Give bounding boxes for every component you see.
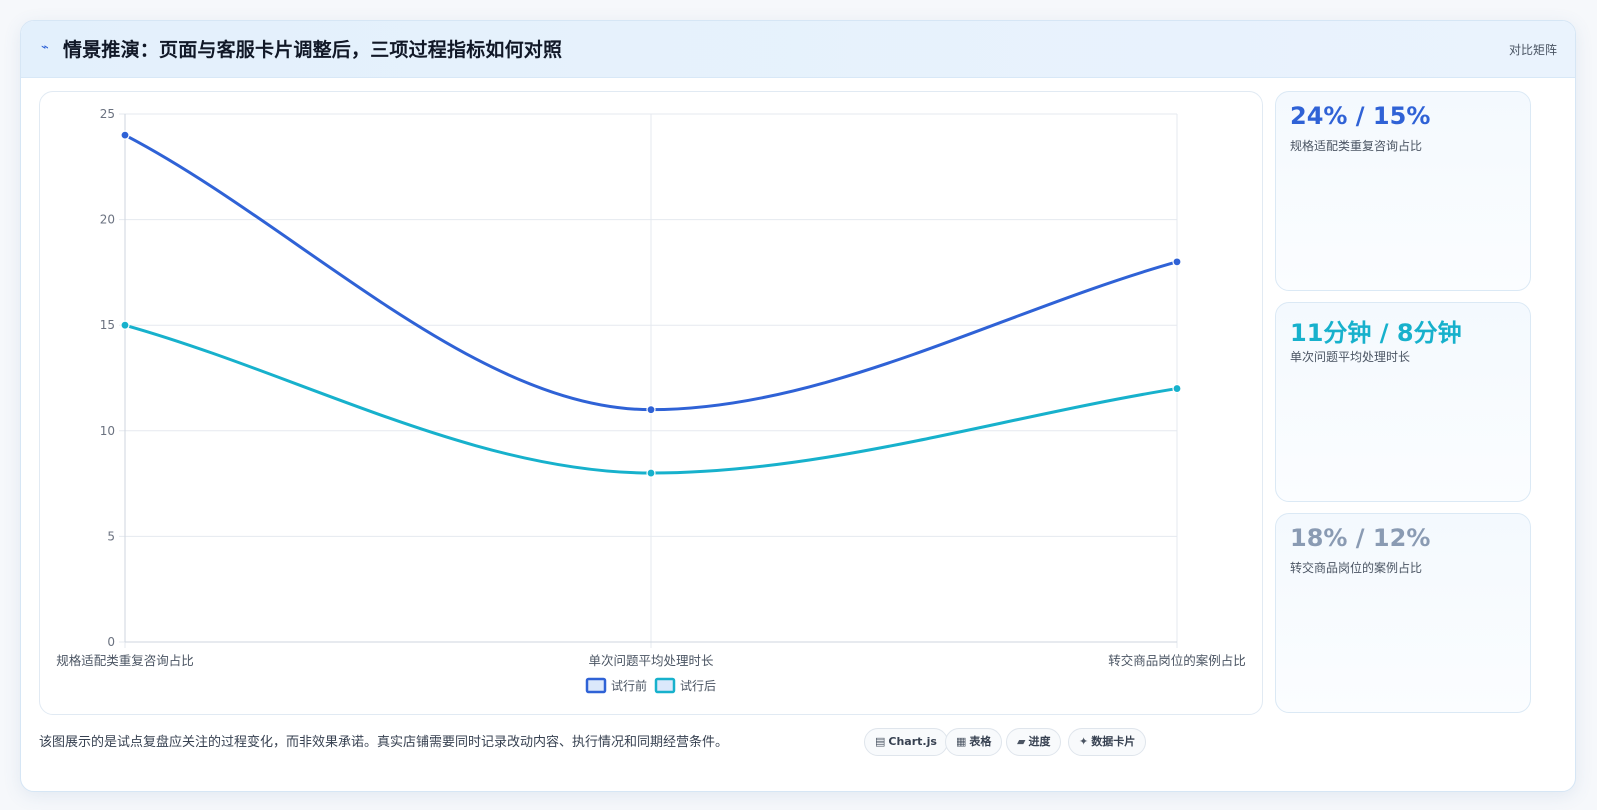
legend-swatch bbox=[585, 677, 607, 694]
pill-progress[interactable]: ▰ 进度 bbox=[1006, 728, 1062, 756]
pill-table[interactable]: ▦ 表格 bbox=[945, 728, 1003, 756]
stat-value: 24% / 15% bbox=[1290, 102, 1431, 130]
pill-chartjs[interactable]: ▤ Chart.js bbox=[864, 728, 948, 756]
chart-container: 0 5 10 15 20 25 规格适配类重复咨询占比 单次问题平均处理时长 转交商品岗位的案例… bbox=[39, 91, 1263, 715]
stat-card-transfer-rate: 18% / 12% 转交商品岗位的案例占比 bbox=[1275, 513, 1531, 713]
y-tick-label: 5 bbox=[107, 529, 115, 543]
pill-label: 进度 bbox=[1028, 735, 1051, 748]
pill-label: 数据卡片 bbox=[1091, 735, 1136, 748]
table-icon: ▦ bbox=[956, 735, 967, 748]
y-tick-label: 10 bbox=[100, 424, 115, 438]
stat-label: 转交商品岗位的案例占比 bbox=[1290, 561, 1423, 575]
stat-label: 规格适配类重复咨询占比 bbox=[1290, 139, 1423, 153]
x-category-label: 转交商品岗位的案例占比 bbox=[1108, 653, 1246, 668]
data-point bbox=[646, 405, 656, 415]
page-title: 情景推演：页面与客服卡片调整后，三项过程指标如何对照 bbox=[63, 39, 563, 61]
chart-icon: ▤ bbox=[875, 735, 886, 748]
footer-note: 该图展示的是试点复盘应关注的过程变化，而非效果承诺。真实店铺需要同时记录改动内容… bbox=[39, 735, 729, 750]
x-category-label: 单次问题平均处理时长 bbox=[588, 653, 714, 668]
stat-label: 单次问题平均处理时长 bbox=[1290, 350, 1411, 364]
data-point bbox=[1172, 383, 1182, 394]
line-chart: 0 5 10 15 20 25 规格适配类重复咨询占比 单次问题平均处理时长 转交商品岗位的案例… bbox=[56, 107, 1246, 694]
data-point bbox=[120, 130, 130, 140]
stat-card-handle-time: 11分钟 / 8分钟 单次问题平均处理时长 bbox=[1275, 302, 1531, 502]
main-panel: ⌁ 情景推演：页面与客服卡片调整后，三项过程指标如何对照 对比矩阵 0 5 10 15… bbox=[20, 20, 1576, 792]
pill-label: 表格 bbox=[969, 735, 992, 748]
data-point bbox=[1172, 257, 1182, 267]
x-category-label: 规格适配类重复咨询占比 bbox=[56, 653, 194, 668]
header-bar: ⌁ 情景推演：页面与客服卡片调整后，三项过程指标如何对照 对比矩阵 bbox=[21, 21, 1575, 78]
y-tick-label: 25 bbox=[100, 107, 115, 121]
legend-label: 试行前 bbox=[611, 678, 647, 693]
y-tick-label: 20 bbox=[100, 213, 115, 227]
stat-value: 11分钟 / 8分钟 bbox=[1290, 319, 1462, 347]
compare-matrix-link[interactable]: 对比矩阵 bbox=[1508, 43, 1557, 57]
progress-icon: ▰ bbox=[1017, 735, 1026, 748]
y-tick-label: 15 bbox=[100, 318, 115, 332]
stat-value: 18% / 12% bbox=[1290, 524, 1431, 552]
pill-label: Chart.js bbox=[888, 735, 937, 748]
pill-data-card[interactable]: ✦ 数据卡片 bbox=[1068, 728, 1147, 756]
legend-label: 试行后 bbox=[680, 678, 716, 693]
stat-card-repeat-inquiry: 24% / 15% 规格适配类重复咨询占比 bbox=[1275, 91, 1531, 291]
data-card-icon: ✦ bbox=[1079, 735, 1089, 748]
y-tick-label: 0 bbox=[107, 635, 115, 649]
data-point bbox=[120, 320, 130, 330]
sparkle-icon: ⌁ bbox=[41, 40, 49, 55]
data-point bbox=[646, 468, 656, 478]
legend-swatch bbox=[654, 677, 676, 694]
